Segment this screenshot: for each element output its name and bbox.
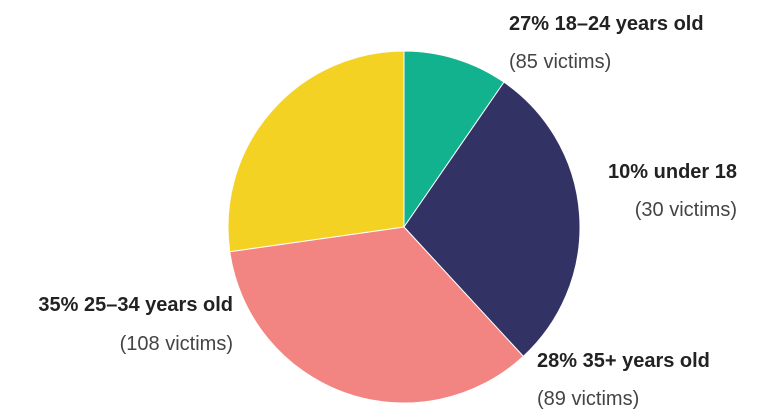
slice-label-percent: 35% 25–34 years old [38, 294, 233, 316]
slice-label-35-plus: 28% 35+ years old (89 victims) [537, 350, 710, 410]
pie-slice-1 [403, 81, 581, 358]
pie-slices [227, 50, 581, 404]
slice-label-percent: 10% under 18 [608, 161, 737, 183]
slice-label-count: (89 victims) [537, 388, 639, 410]
slice-label-percent: 28% 35+ years old [537, 350, 710, 372]
slice-label-percent: 27% 18–24 years old [509, 13, 704, 35]
slice-label-count: (85 victims) [509, 51, 611, 73]
slice-label-18-24: 27% 18–24 years old (85 victims) [509, 13, 704, 73]
pie-slice-2 [229, 226, 525, 404]
slice-label-25-34: 35% 25–34 years old (108 victims) [38, 294, 233, 355]
slice-label-count: (108 victims) [120, 333, 233, 355]
slice-label-count: (30 victims) [635, 199, 737, 221]
slice-label-under-18: 10% under 18 (30 victims) [608, 161, 737, 221]
pie-slice-0 [403, 50, 505, 229]
pie-slice-3 [227, 50, 405, 253]
